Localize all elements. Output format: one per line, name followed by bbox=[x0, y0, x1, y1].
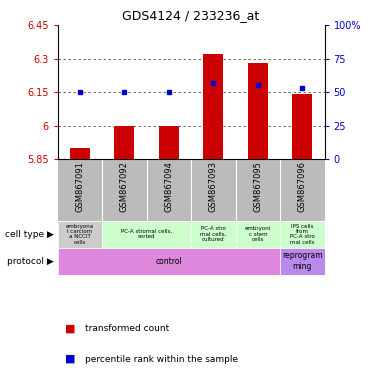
Text: GSM867092: GSM867092 bbox=[120, 161, 129, 212]
Bar bbox=[114, 126, 134, 159]
Text: GSM867095: GSM867095 bbox=[253, 161, 262, 212]
Text: PC-A stro
mal cells,
cultured: PC-A stro mal cells, cultured bbox=[200, 226, 226, 242]
Text: transformed count: transformed count bbox=[85, 324, 170, 333]
Bar bbox=[280, 248, 325, 275]
Text: control: control bbox=[155, 257, 182, 266]
Bar bbox=[236, 221, 280, 248]
Text: GSM867091: GSM867091 bbox=[75, 161, 84, 212]
Bar bbox=[248, 63, 268, 159]
Bar bbox=[292, 94, 312, 159]
Text: reprogram
ming: reprogram ming bbox=[282, 252, 323, 271]
Bar bbox=[203, 54, 223, 159]
Text: protocol ▶: protocol ▶ bbox=[7, 257, 54, 266]
Text: embryona
l carciom
a NCCIT
cells: embryona l carciom a NCCIT cells bbox=[66, 223, 94, 245]
Text: GSM867094: GSM867094 bbox=[164, 161, 173, 212]
Title: GDS4124 / 233236_at: GDS4124 / 233236_at bbox=[122, 9, 260, 22]
Bar bbox=[102, 221, 191, 248]
Bar bbox=[159, 126, 179, 159]
Bar bbox=[58, 221, 102, 248]
Text: IPS cells
from
PC-A stro
mal cells: IPS cells from PC-A stro mal cells bbox=[290, 223, 315, 245]
Text: cell type ▶: cell type ▶ bbox=[5, 230, 54, 239]
Text: PC-A stromal cells,
sorted: PC-A stromal cells, sorted bbox=[121, 229, 172, 240]
Text: ■: ■ bbox=[65, 323, 75, 333]
Text: GSM867093: GSM867093 bbox=[209, 161, 218, 212]
Text: GSM867096: GSM867096 bbox=[298, 161, 307, 212]
Text: percentile rank within the sample: percentile rank within the sample bbox=[85, 354, 239, 364]
Text: ■: ■ bbox=[65, 354, 75, 364]
Bar bbox=[280, 221, 325, 248]
Bar bbox=[191, 221, 236, 248]
Bar bbox=[70, 148, 90, 159]
Text: embryoni
c stem
cells: embryoni c stem cells bbox=[245, 226, 271, 242]
Bar bbox=[58, 248, 280, 275]
